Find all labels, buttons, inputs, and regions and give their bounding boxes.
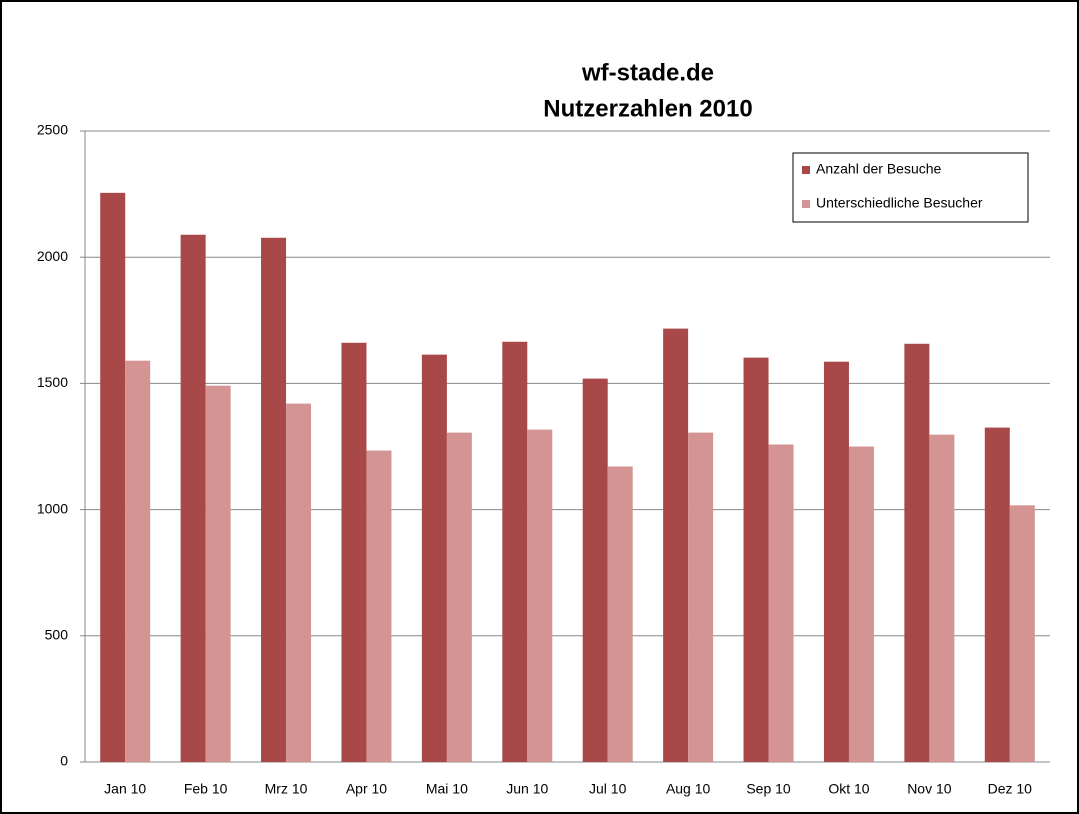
legend-swatch [802, 200, 810, 208]
legend-label: Anzahl der Besuche [816, 161, 942, 177]
x-tick-label: Sep 10 [746, 781, 791, 797]
x-tick-label: Jan 10 [104, 781, 146, 797]
bar [125, 360, 151, 762]
bar [768, 444, 794, 762]
bar [180, 234, 206, 763]
bar [341, 342, 367, 762]
bar [929, 434, 955, 762]
bar [607, 466, 633, 762]
y-tick-label: 1000 [37, 500, 68, 516]
x-tick-label: Dez 10 [988, 781, 1033, 797]
x-tick-label: Okt 10 [828, 781, 869, 797]
bar [286, 403, 312, 762]
chart-title: Nutzerzahlen 2010 [543, 95, 752, 122]
bar [366, 450, 392, 762]
bar [743, 357, 769, 762]
bar [582, 378, 608, 762]
bar [823, 361, 849, 762]
x-tick-label: Apr 10 [346, 781, 387, 797]
x-tick-label: Mrz 10 [265, 781, 308, 797]
x-tick-label: Aug 10 [666, 781, 711, 797]
y-tick-label: 2500 [37, 122, 68, 138]
bar [848, 446, 874, 762]
y-tick-label: 1500 [37, 374, 68, 390]
x-tick-label: Jun 10 [506, 781, 548, 797]
y-tick-label: 500 [45, 627, 69, 643]
y-tick-label: 0 [60, 753, 68, 769]
legend-box [792, 152, 1029, 223]
x-tick-label: Jul 10 [589, 781, 627, 797]
bar [904, 343, 930, 762]
x-tick-label: Mai 10 [426, 781, 468, 797]
bar [261, 237, 287, 762]
bar [502, 341, 528, 762]
bar [1009, 505, 1035, 762]
bar [446, 432, 472, 762]
x-tick-label: Feb 10 [184, 781, 228, 797]
bar [663, 328, 689, 762]
legend-swatch [802, 166, 810, 174]
bar [688, 432, 714, 762]
y-tick-label: 2000 [37, 248, 68, 264]
bar [205, 385, 231, 762]
chart-title: wf-stade.de [581, 59, 714, 86]
bar [100, 192, 126, 762]
bar [984, 427, 1010, 762]
bar [421, 354, 447, 762]
bar [527, 429, 553, 762]
legend-label: Unterschiedliche Besucher [816, 195, 983, 211]
x-tick-label: Nov 10 [907, 781, 952, 797]
